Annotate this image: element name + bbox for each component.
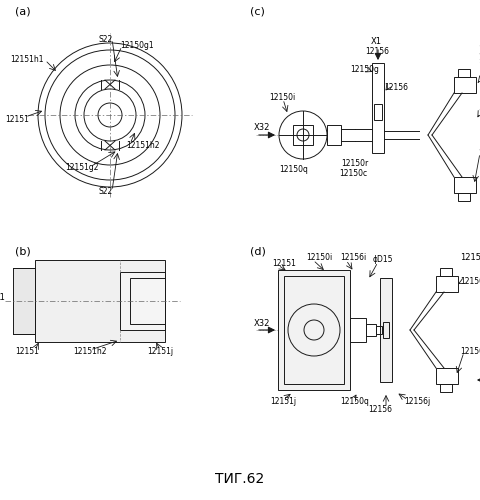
Bar bbox=[284, 276, 344, 384]
Bar bbox=[366, 324, 376, 336]
Text: (b): (b) bbox=[15, 247, 31, 257]
Bar bbox=[120, 272, 165, 330]
Text: 12151: 12151 bbox=[15, 348, 39, 356]
Text: 12150r: 12150r bbox=[341, 158, 368, 168]
Text: 12150c: 12150c bbox=[339, 168, 367, 177]
Text: X1: X1 bbox=[371, 38, 382, 46]
Text: 12151h1: 12151h1 bbox=[10, 56, 44, 64]
Text: 12150g: 12150g bbox=[350, 66, 379, 74]
Bar bbox=[35, 260, 165, 342]
Text: (c): (c) bbox=[250, 7, 265, 17]
Text: 12151j: 12151j bbox=[270, 398, 296, 406]
Text: 12150i: 12150i bbox=[269, 92, 295, 102]
Bar bbox=[327, 125, 341, 145]
Text: 12156: 12156 bbox=[365, 48, 389, 56]
Text: S22: S22 bbox=[99, 186, 113, 196]
Text: X32: X32 bbox=[254, 318, 270, 328]
Text: 12151: 12151 bbox=[272, 260, 296, 268]
Text: 12156j: 12156j bbox=[404, 398, 430, 406]
Text: 12150m: 12150m bbox=[478, 108, 480, 118]
Text: X32: X32 bbox=[254, 124, 270, 132]
Bar bbox=[13, 268, 35, 334]
Text: 12151h2: 12151h2 bbox=[126, 140, 159, 149]
Text: 12150q: 12150q bbox=[279, 164, 308, 173]
Text: ΤИГ.62: ΤИГ.62 bbox=[216, 472, 264, 486]
Bar bbox=[293, 125, 313, 145]
Text: (a): (a) bbox=[15, 7, 31, 17]
Text: 12150i: 12150i bbox=[306, 254, 332, 262]
Text: 12150d: 12150d bbox=[478, 148, 480, 158]
Bar bbox=[454, 177, 476, 193]
Bar bbox=[372, 63, 384, 153]
Text: 12150: 12150 bbox=[478, 46, 480, 54]
Text: ϕD15: ϕD15 bbox=[373, 256, 394, 264]
Text: 12156: 12156 bbox=[384, 82, 408, 92]
Bar bbox=[374, 104, 382, 120]
Text: 12156i: 12156i bbox=[340, 254, 366, 262]
Bar bbox=[376, 326, 382, 334]
Bar bbox=[440, 384, 452, 392]
Bar bbox=[383, 322, 389, 338]
Bar bbox=[380, 278, 392, 382]
Bar bbox=[380, 278, 392, 382]
Bar bbox=[120, 272, 165, 330]
Text: 12151j: 12151j bbox=[147, 348, 173, 356]
Bar bbox=[436, 276, 458, 292]
Bar bbox=[350, 318, 366, 342]
Bar bbox=[454, 77, 476, 93]
Bar bbox=[458, 193, 470, 201]
Bar bbox=[35, 260, 165, 342]
Text: 12150d: 12150d bbox=[460, 348, 480, 356]
Text: 12150: 12150 bbox=[460, 254, 480, 262]
Text: 12150q: 12150q bbox=[340, 398, 369, 406]
Text: 12151h2: 12151h2 bbox=[73, 348, 107, 356]
Text: S22: S22 bbox=[99, 34, 113, 43]
Text: 12150z: 12150z bbox=[478, 52, 480, 62]
Text: 12150d: 12150d bbox=[460, 278, 480, 286]
Bar bbox=[458, 69, 470, 77]
Text: 12150g1: 12150g1 bbox=[120, 42, 154, 50]
Bar bbox=[130, 278, 165, 324]
Bar bbox=[440, 268, 452, 276]
Text: (d): (d) bbox=[250, 247, 266, 257]
Bar bbox=[436, 368, 458, 384]
Text: L1: L1 bbox=[0, 294, 5, 302]
Text: 12150d: 12150d bbox=[478, 76, 480, 84]
Text: 12156: 12156 bbox=[368, 406, 392, 414]
Bar bbox=[13, 268, 35, 334]
Bar bbox=[278, 270, 350, 390]
Text: 12151g2: 12151g2 bbox=[65, 162, 98, 172]
Bar bbox=[278, 270, 350, 390]
Text: 12151: 12151 bbox=[5, 116, 29, 124]
